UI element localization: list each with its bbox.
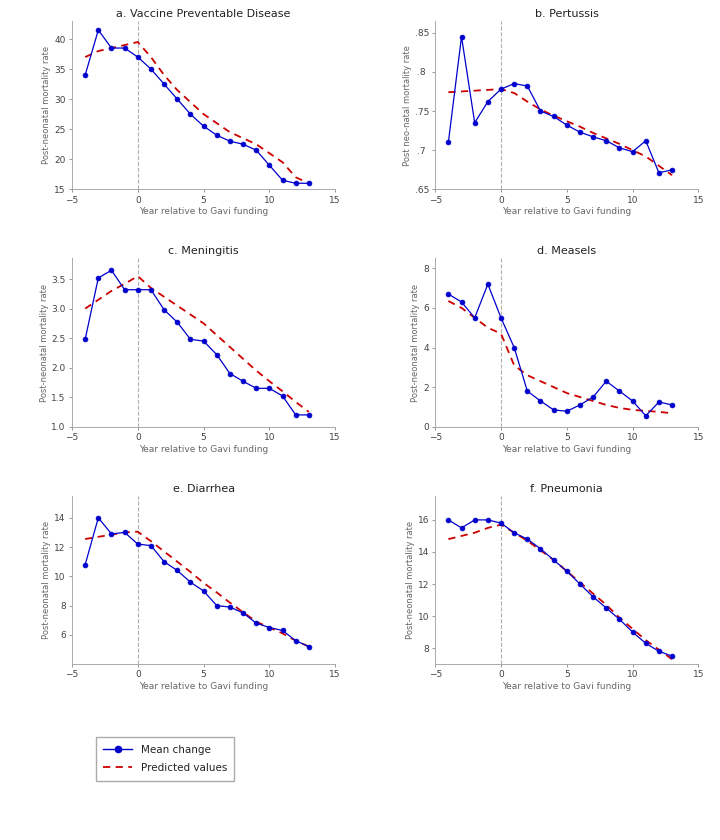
X-axis label: Year relative to Gavi funding: Year relative to Gavi funding [139,207,269,217]
Title: d. Measels: d. Measels [537,246,596,256]
Title: e. Diarrhea: e. Diarrhea [173,484,235,494]
Legend: Mean change, Predicted values: Mean change, Predicted values [96,738,235,780]
Y-axis label: Post-neonatal mortality rate: Post-neonatal mortality rate [405,521,415,639]
X-axis label: Year relative to Gavi funding: Year relative to Gavi funding [139,444,269,454]
Y-axis label: Post-neonatal mortality rate: Post-neonatal mortality rate [40,284,48,402]
Y-axis label: Post-neonatal mortality rate: Post-neonatal mortality rate [42,521,51,639]
Y-axis label: Post-neonatal mortality rate: Post-neonatal mortality rate [411,284,420,402]
Title: a. Vaccine Preventable Disease: a. Vaccine Preventable Disease [117,9,291,18]
X-axis label: Year relative to Gavi funding: Year relative to Gavi funding [502,444,631,454]
Title: c. Meningitis: c. Meningitis [168,246,239,256]
Y-axis label: Post-neonatal mortality rate: Post-neonatal mortality rate [42,46,51,164]
X-axis label: Year relative to Gavi funding: Year relative to Gavi funding [139,682,269,691]
Y-axis label: Post neo-natal mortality rate: Post neo-natal mortality rate [402,45,412,165]
X-axis label: Year relative to Gavi funding: Year relative to Gavi funding [502,682,631,691]
X-axis label: Year relative to Gavi funding: Year relative to Gavi funding [502,207,631,217]
Title: f. Pneumonia: f. Pneumonia [531,484,603,494]
Title: b. Pertussis: b. Pertussis [535,9,599,18]
